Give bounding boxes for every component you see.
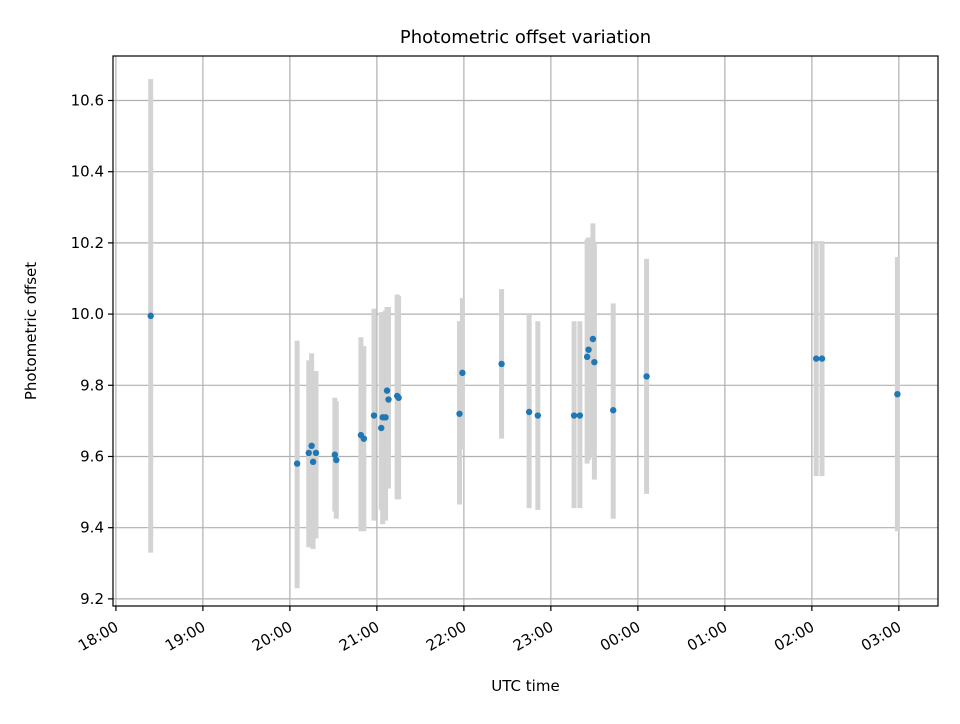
- y-tick-label: 10.2: [71, 234, 104, 252]
- data-point: [312, 449, 320, 457]
- x-tick-label: 23:00: [510, 618, 556, 655]
- data-point: [585, 346, 592, 353]
- x-tick-label: 18:00: [75, 618, 121, 655]
- data-point: [525, 408, 533, 416]
- data-point: [610, 407, 617, 414]
- x-tick-label: 22:00: [423, 618, 469, 655]
- x-tick-label: 19:00: [162, 618, 208, 655]
- y-tick-label: 10.6: [71, 91, 104, 109]
- axis-ticks: 18:00 19:00 20:00 21:00 22:00 23:00 00:00 01:00…: [71, 91, 905, 654]
- x-tick-label: 02:00: [771, 618, 817, 655]
- data-point: [383, 387, 391, 394]
- data-point: [459, 369, 466, 377]
- data-point: [360, 435, 368, 442]
- data-point: [385, 396, 392, 403]
- x-tick-label: 20:00: [249, 618, 295, 655]
- data-point: [589, 335, 597, 343]
- y-tick-label: 9.4: [80, 519, 104, 537]
- data-point: [293, 460, 301, 467]
- x-tick-label: 03:00: [858, 618, 904, 655]
- data-point: [591, 358, 598, 366]
- data-point: [331, 451, 339, 458]
- data-point: [333, 456, 340, 464]
- data-point: [370, 412, 378, 419]
- data-point: [395, 394, 402, 401]
- y-tick-label: 9.8: [80, 376, 104, 394]
- data-point: [570, 412, 578, 419]
- data-point: [305, 449, 312, 457]
- y-tick-label: 10.0: [71, 305, 104, 323]
- x-tick-label: 21:00: [336, 618, 382, 655]
- error-bars: [148, 79, 900, 589]
- data-point: [534, 412, 542, 419]
- y-tick-label: 10.4: [71, 163, 104, 181]
- chart-title: Photometric offset variation: [400, 27, 651, 48]
- data-points: [147, 312, 901, 467]
- y-axis-label: Photometric offset: [22, 262, 40, 400]
- data-point: [309, 458, 317, 466]
- y-tick-label: 9.2: [80, 590, 104, 608]
- x-tick-label: 00:00: [597, 618, 643, 655]
- data-point: [456, 410, 463, 417]
- data-point: [818, 355, 826, 362]
- data-point: [378, 424, 385, 432]
- grid: [113, 56, 938, 606]
- data-point: [583, 353, 591, 361]
- data-point: [576, 412, 584, 419]
- data-point: [894, 390, 901, 398]
- data-point: [813, 355, 820, 362]
- plot-frame: [112, 55, 939, 607]
- data-point: [147, 312, 154, 320]
- data-point: [498, 360, 505, 368]
- x-axis-label: UTC time: [491, 677, 559, 695]
- y-tick-label: 9.6: [80, 447, 104, 465]
- data-point: [308, 442, 315, 450]
- data-point: [643, 373, 650, 380]
- data-point: [382, 414, 389, 421]
- x-tick-label: 01:00: [684, 618, 730, 655]
